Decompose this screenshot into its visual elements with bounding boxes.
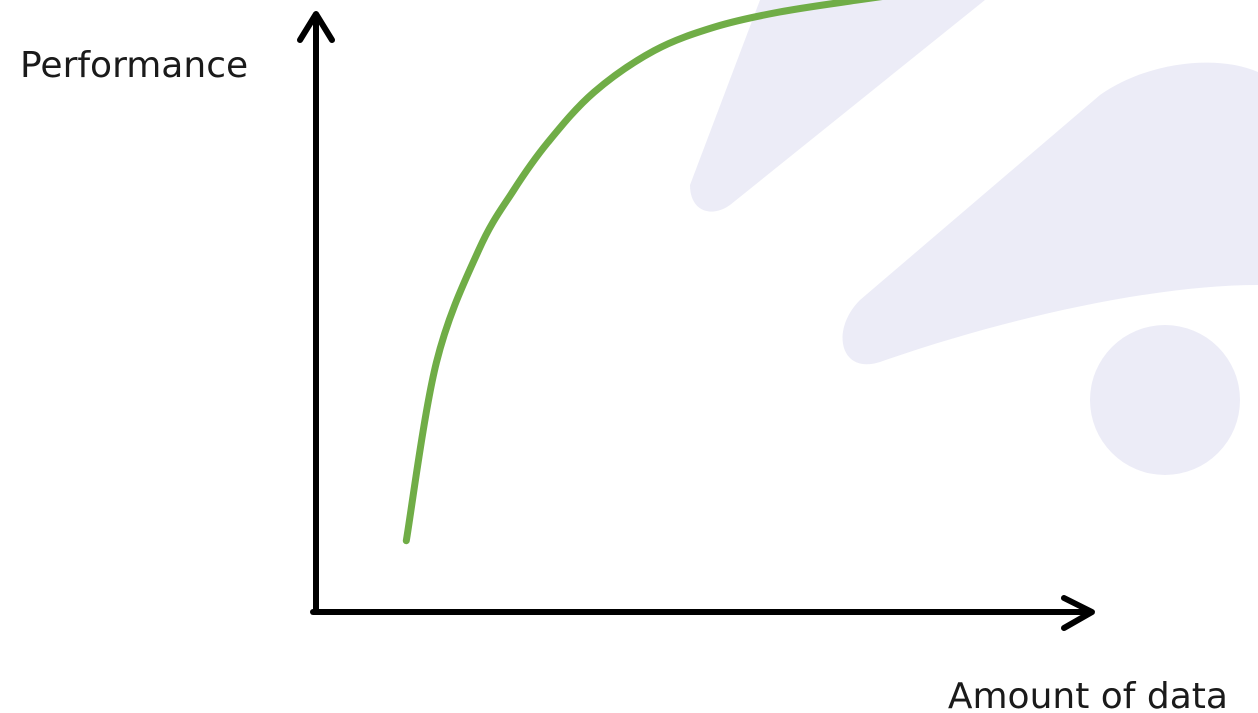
background-watermark — [690, 0, 1258, 475]
y-axis-arrowhead — [297, 11, 335, 43]
y-axis-label: Performance — [20, 45, 248, 86]
series-line — [402, 0, 883, 545]
watermark-dot — [1090, 325, 1240, 475]
x-axis-arrowhead — [1061, 595, 1095, 631]
x-axis-label: Amount of data — [948, 676, 1228, 713]
axes — [297, 11, 1095, 631]
watermark-band-upper — [690, 0, 985, 212]
watermark-band-lower — [842, 62, 1258, 365]
